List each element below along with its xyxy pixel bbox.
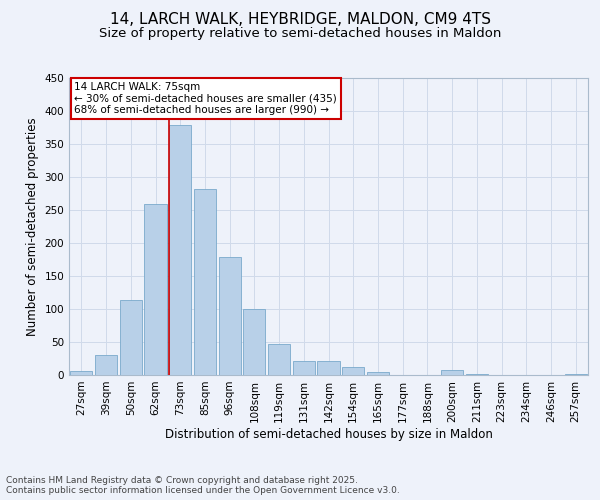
Bar bbox=[268, 344, 290, 375]
Bar bbox=[441, 370, 463, 375]
Bar bbox=[119, 300, 142, 375]
Y-axis label: Number of semi-detached properties: Number of semi-detached properties bbox=[26, 117, 39, 336]
Bar bbox=[145, 204, 167, 375]
Bar bbox=[367, 372, 389, 375]
Text: Contains HM Land Registry data © Crown copyright and database right 2025.
Contai: Contains HM Land Registry data © Crown c… bbox=[6, 476, 400, 495]
Text: 14 LARCH WALK: 75sqm
← 30% of semi-detached houses are smaller (435)
68% of semi: 14 LARCH WALK: 75sqm ← 30% of semi-detac… bbox=[74, 82, 337, 115]
X-axis label: Distribution of semi-detached houses by size in Maldon: Distribution of semi-detached houses by … bbox=[164, 428, 493, 440]
Bar bbox=[169, 125, 191, 375]
Bar bbox=[70, 371, 92, 375]
Bar bbox=[342, 367, 364, 375]
Bar bbox=[95, 354, 117, 375]
Bar bbox=[194, 189, 216, 375]
Text: 14, LARCH WALK, HEYBRIDGE, MALDON, CM9 4TS: 14, LARCH WALK, HEYBRIDGE, MALDON, CM9 4… bbox=[110, 12, 491, 28]
Bar bbox=[243, 309, 265, 375]
Text: Size of property relative to semi-detached houses in Maldon: Size of property relative to semi-detach… bbox=[99, 28, 501, 40]
Bar bbox=[565, 374, 587, 375]
Bar bbox=[317, 361, 340, 375]
Bar bbox=[466, 374, 488, 375]
Bar bbox=[218, 256, 241, 375]
Bar bbox=[293, 361, 315, 375]
